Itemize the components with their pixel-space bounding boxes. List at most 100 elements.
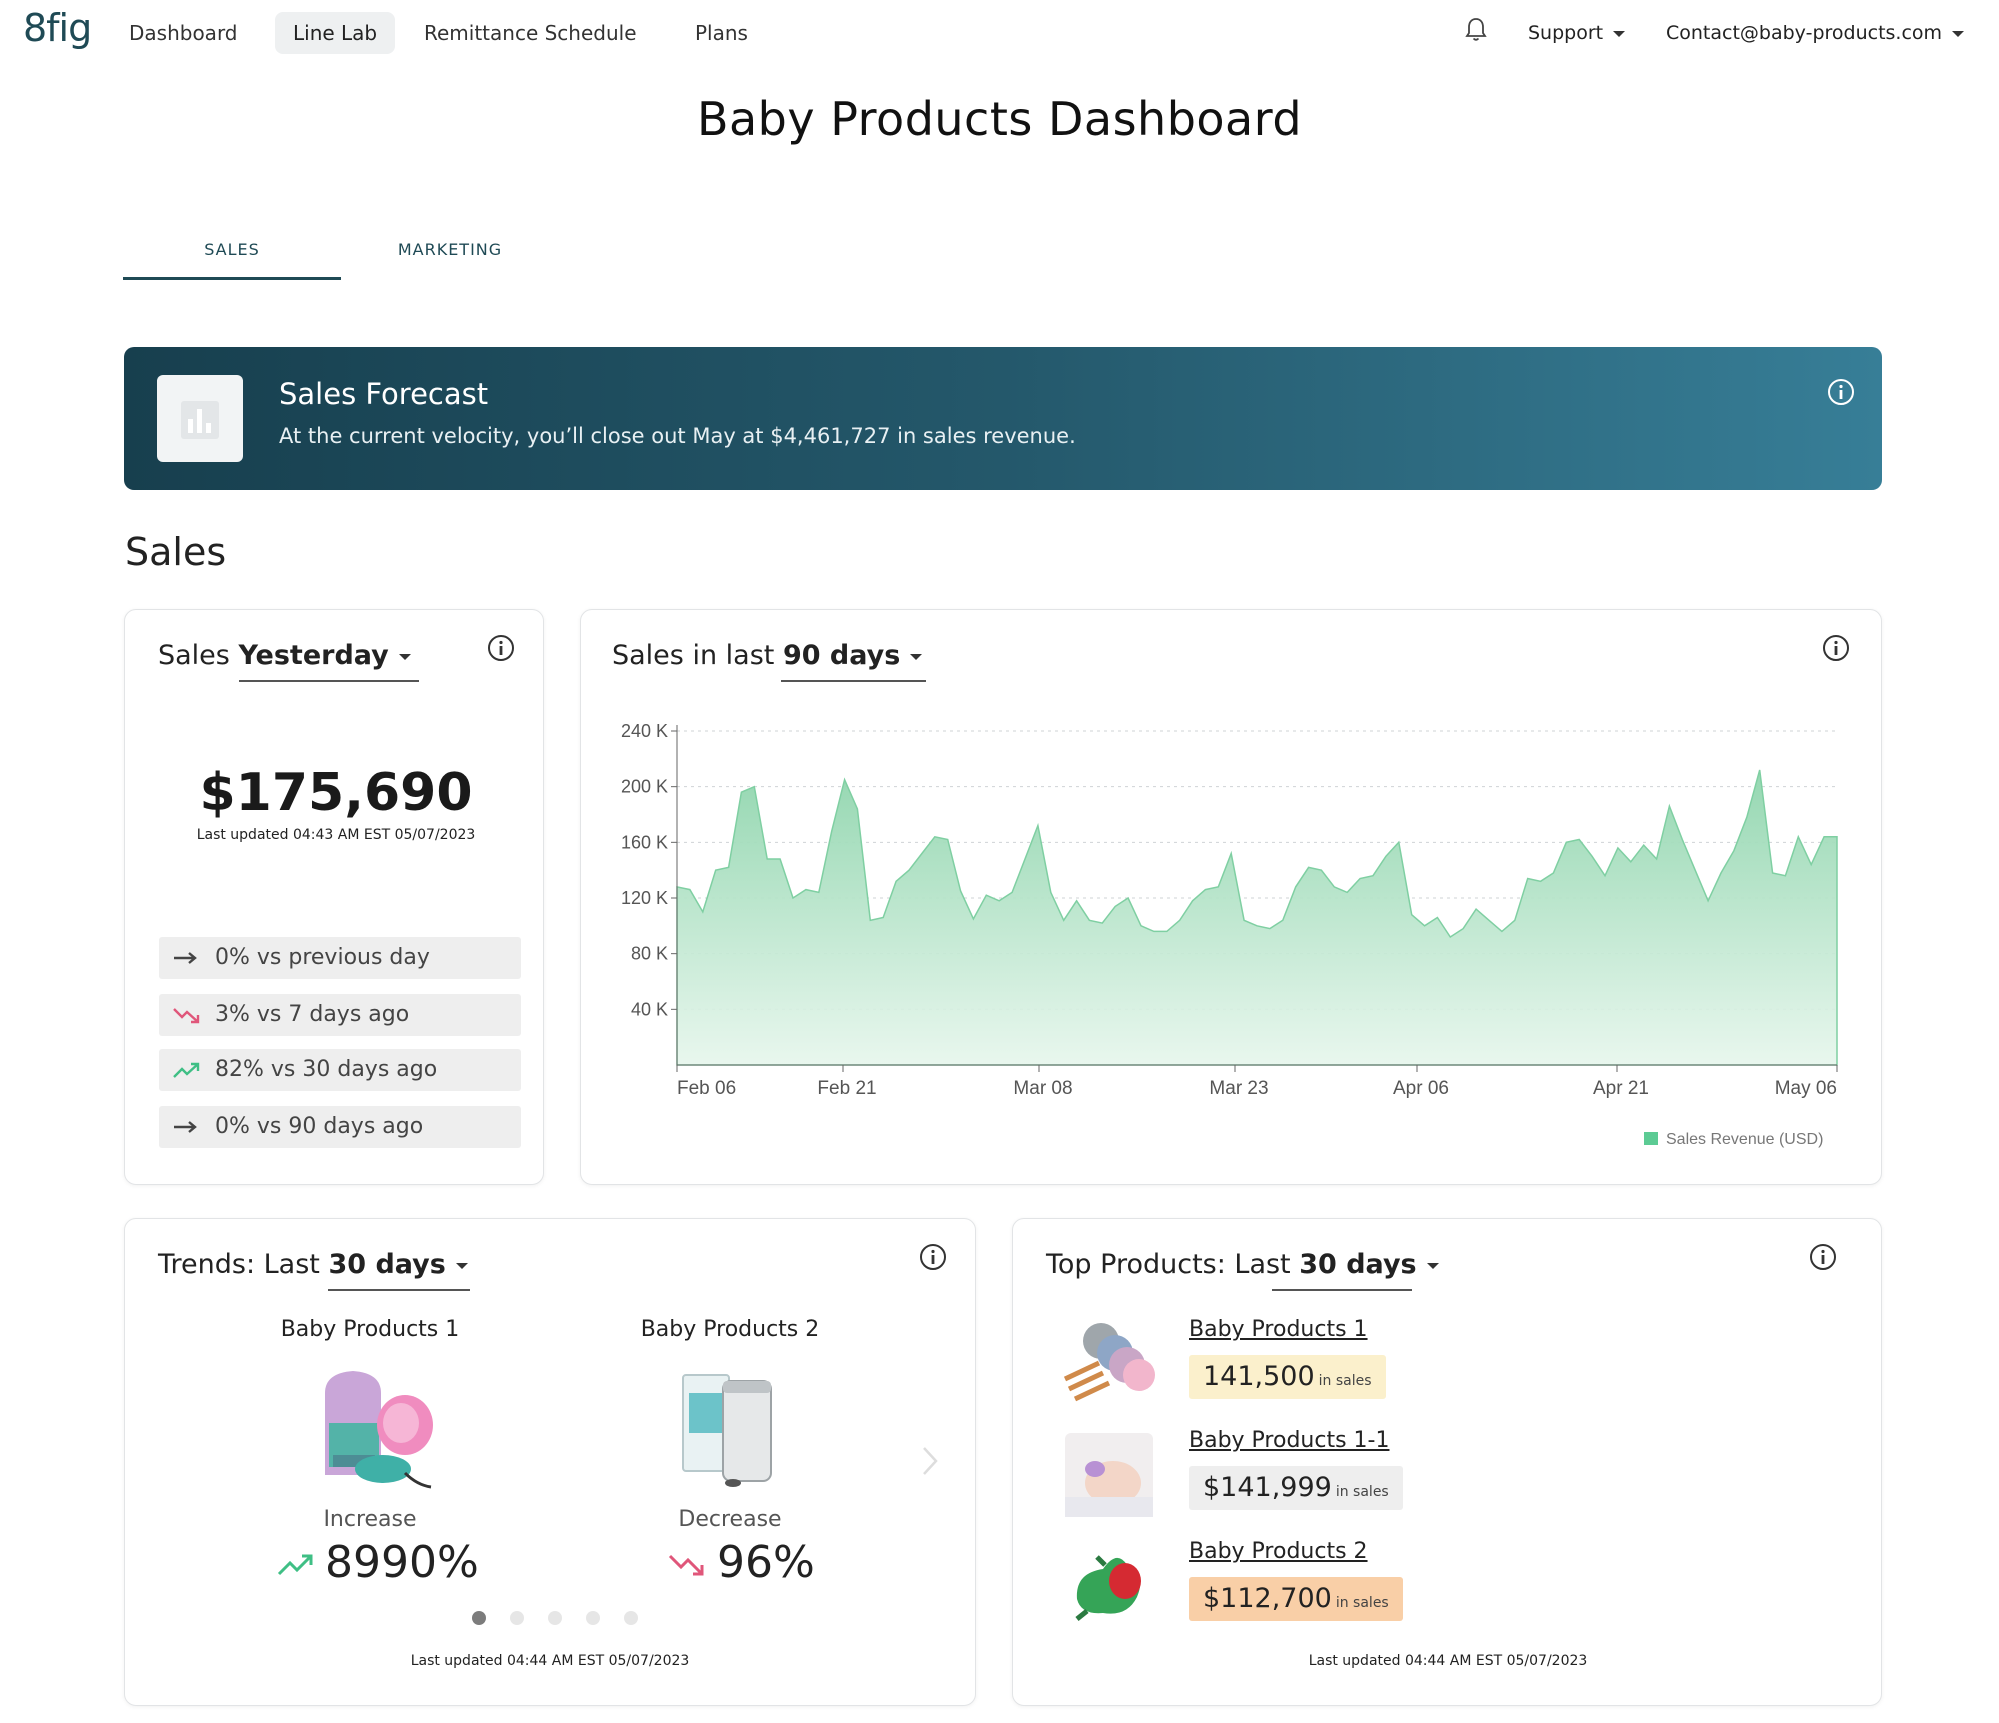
comparison-row: 82% vs 30 days ago <box>159 1049 521 1091</box>
product-image-suction-plates[interactable] <box>1059 1319 1159 1409</box>
sales-value: 141,500 <box>1203 1361 1315 1392</box>
comparison-row: 3% vs 7 days ago <box>159 994 521 1036</box>
trending-down-icon <box>173 1008 200 1024</box>
sales-value: $112,700 <box>1203 1583 1332 1614</box>
product-image-teether[interactable] <box>1067 1543 1151 1623</box>
comparison-text: 0% vs 90 days ago <box>215 1114 424 1139</box>
period-value: 90 days <box>782 640 901 671</box>
nav-remittance-schedule[interactable]: Remittance Schedule <box>424 21 637 45</box>
tab-marketing[interactable]: MARKETING <box>370 232 530 280</box>
sales-forecast-banner: Sales Forecast At the current velocity, … <box>124 347 1882 490</box>
sales-chart-header: Sales in last 90 days <box>612 640 923 671</box>
trend-direction-label: Decrease <box>678 1507 782 1532</box>
carousel-dot[interactable] <box>510 1611 524 1625</box>
support-menu[interactable]: Support <box>1528 12 1626 54</box>
sales-area-chart: 240 K 200 K 160 K 120 K 80 K 40 K Feb 06 Feb 21… <box>621 721 1838 1148</box>
period-value: 30 days <box>328 1249 446 1280</box>
top-product-link[interactable]: Baby Products 1 <box>1189 1317 1368 1342</box>
trending-down-icon <box>668 1554 704 1576</box>
comparison-text: 82% vs 30 days ago <box>215 1057 438 1082</box>
y-tick-label: 160 K <box>621 832 668 852</box>
carousel-dot[interactable] <box>548 1611 562 1625</box>
trending-up-icon <box>277 1554 313 1576</box>
top-product-link[interactable]: Baby Products 2 <box>1189 1539 1368 1564</box>
period-dropdown[interactable]: 90 days <box>782 640 923 671</box>
last-updated: Last updated 04:44 AM EST 05/07/2023 <box>410 1653 690 1669</box>
y-tick-label: 80 K <box>631 944 668 964</box>
support-label: Support <box>1528 22 1604 44</box>
tab-marketing-label: MARKETING <box>397 240 503 259</box>
period-value: 30 days <box>1299 1249 1417 1280</box>
sales-yesterday-card: Sales Yesterday $175,690 Last updated 04… <box>124 609 544 1185</box>
sales-yesterday-header: Sales Yesterday <box>158 640 411 671</box>
product-image-baby-sleeping[interactable] <box>1065 1433 1153 1517</box>
top-navbar: 8fig Dashboard Line Lab Remittance Sched… <box>0 0 1999 60</box>
dropdown-underline <box>781 680 926 682</box>
info-icon[interactable] <box>487 634 515 662</box>
x-tick-label: Apr 21 <box>1593 1078 1649 1099</box>
carousel-dot[interactable] <box>624 1611 638 1625</box>
trending-up-icon <box>173 1062 200 1078</box>
page-title: Baby Products Dashboard <box>696 92 1303 146</box>
card-title-prefix: Trends: Last <box>158 1249 320 1280</box>
chevron-down-icon <box>1426 1262 1439 1269</box>
period-dropdown[interactable]: 30 days <box>328 1249 468 1280</box>
trend-value: 96% <box>717 1537 815 1588</box>
sales-unit: in sales <box>1335 1595 1389 1611</box>
top-products-card: Top Products: Last 30 days Baby Products… <box>1012 1218 1882 1706</box>
chevron-down-icon <box>455 1262 468 1269</box>
bell-icon[interactable] <box>1464 16 1488 44</box>
chevron-down-icon <box>910 653 923 660</box>
info-icon[interactable] <box>1809 1243 1837 1271</box>
carousel-dot[interactable] <box>586 1611 600 1625</box>
nav-plans[interactable]: Plans <box>695 21 748 45</box>
arrow-right-icon <box>174 1121 197 1133</box>
trend-value: 8990% <box>325 1537 479 1588</box>
dropdown-underline <box>239 680 419 682</box>
carousel-dot[interactable] <box>472 1611 486 1625</box>
last-updated: Last updated 04:43 AM EST 05/07/2023 <box>196 827 476 843</box>
sales-yesterday-value: $175,690 <box>199 763 473 823</box>
chevron-down-icon <box>1613 30 1626 37</box>
info-icon[interactable] <box>919 1243 947 1271</box>
period-dropdown[interactable]: 30 days <box>1299 1249 1439 1280</box>
top-product-link[interactable]: Baby Products 1-1 <box>1189 1428 1390 1453</box>
period-dropdown[interactable]: Yesterday <box>238 640 411 671</box>
dropdown-underline <box>1272 1289 1412 1291</box>
top-product-sales-badge: $112,700 in sales <box>1189 1577 1403 1621</box>
x-tick-label: Mar 23 <box>1209 1078 1268 1099</box>
trends-card: Trends: Last 30 days Baby Products 1 Inc… <box>124 1218 976 1706</box>
nav-line-lab[interactable]: Line Lab <box>275 12 396 54</box>
account-label: Contact@baby-products.com <box>1666 22 1943 44</box>
x-tick-label: Feb 06 <box>677 1078 736 1099</box>
x-tick-label: May 06 <box>1775 1078 1837 1099</box>
sales-unit: in sales <box>1335 1484 1389 1500</box>
chevron-down-icon <box>1952 30 1965 37</box>
x-tick-label: Apr 06 <box>1393 1078 1449 1099</box>
tab-sales-label: SALES <box>204 240 260 259</box>
sales-value: $141,999 <box>1203 1472 1332 1503</box>
tab-sales[interactable]: SALES <box>123 232 341 280</box>
forecast-title: Sales Forecast <box>279 377 489 411</box>
chevron-down-icon <box>398 653 411 660</box>
y-tick-label: 40 K <box>631 999 668 1019</box>
card-title-prefix: Sales in last <box>612 640 775 671</box>
last-updated: Last updated 04:44 AM EST 05/07/2023 <box>1308 1653 1588 1669</box>
section-title-sales: Sales <box>125 530 227 574</box>
account-menu[interactable]: Contact@baby-products.com <box>1666 12 1965 54</box>
card-title-prefix: Top Products: Last <box>1046 1249 1291 1280</box>
info-icon[interactable] <box>1826 377 1856 407</box>
logo[interactable]: 8fig <box>23 6 92 50</box>
chart-legend: Sales Revenue (USD) <box>1644 1131 1823 1148</box>
product-image-hair-brush[interactable] <box>305 1363 445 1493</box>
y-tick-label: 120 K <box>621 888 668 908</box>
info-icon[interactable] <box>1822 634 1850 662</box>
nav-dashboard[interactable]: Dashboard <box>129 21 238 45</box>
trends-header: Trends: Last 30 days <box>158 1249 468 1280</box>
comparison-text: 0% vs previous day <box>215 945 430 970</box>
product-image-diaper-pail[interactable] <box>673 1363 793 1493</box>
comparison-text: 3% vs 7 days ago <box>215 1002 410 1027</box>
dropdown-underline <box>328 1289 470 1291</box>
y-tick-label: 200 K <box>621 777 668 797</box>
chevron-right-icon[interactable] <box>920 1444 940 1478</box>
